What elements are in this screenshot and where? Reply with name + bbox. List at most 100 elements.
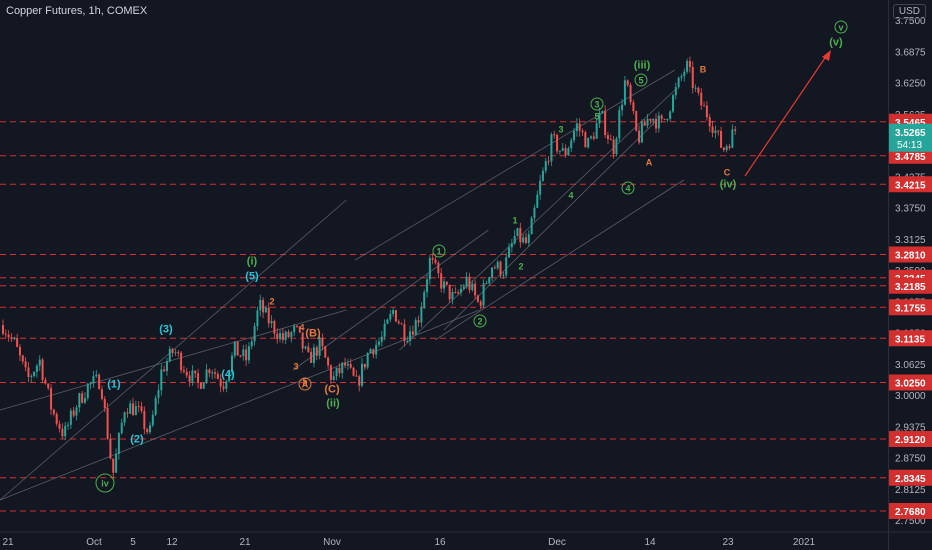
wave-label: (ii) [326, 398, 340, 410]
candle-body [281, 333, 284, 341]
candle-body [420, 307, 423, 323]
candle-body [296, 325, 298, 327]
candle-body [95, 374, 98, 377]
candle-body [383, 323, 386, 337]
candle-body [375, 344, 378, 355]
candle-body [671, 95, 674, 112]
candle-body [573, 131, 576, 141]
candle-body [363, 363, 366, 368]
candle-body [426, 279, 429, 293]
candle-body [233, 341, 236, 356]
candle-body [592, 136, 595, 139]
candle-body [67, 424, 70, 426]
candle-body [598, 112, 601, 124]
candle-body [253, 326, 256, 342]
candle-body [604, 110, 607, 136]
candle-body [657, 115, 660, 129]
wave-circle [298, 377, 312, 391]
candle-body [688, 60, 691, 67]
candle-body [361, 363, 364, 386]
candle-body [41, 359, 44, 380]
wave-label: iv [101, 479, 109, 489]
candle-body [691, 66, 694, 88]
candle-body [228, 372, 231, 382]
wave-label: 3 [558, 125, 563, 135]
time-tick: 21 [239, 537, 251, 548]
axis-separator [888, 0, 889, 550]
wave-circle [834, 20, 848, 34]
wave-label: (4) [221, 369, 235, 381]
candle-body [182, 370, 185, 372]
candle-body [304, 346, 307, 349]
price-tick: 2.8750 [895, 454, 926, 465]
candle-body [18, 346, 21, 356]
price-tick: 3.7500 [895, 16, 926, 27]
candle-body [459, 288, 462, 293]
candle-body [30, 375, 33, 377]
candle-body [705, 105, 708, 118]
candle-body [457, 292, 460, 294]
candle-body [301, 332, 304, 349]
candle-body [479, 301, 482, 306]
candle-body [403, 324, 406, 342]
candle-body [443, 281, 445, 289]
candle-body [697, 87, 700, 93]
candle-body [276, 333, 279, 339]
price-tick: 3.3750 [895, 204, 926, 215]
candle-body [338, 367, 341, 374]
candle-body [465, 276, 468, 287]
candle-body [468, 276, 471, 290]
candle-body [575, 123, 578, 132]
candle-body [694, 87, 697, 89]
candle-body [502, 275, 505, 277]
candle-body [366, 353, 369, 368]
candle-body [321, 337, 324, 347]
level-tag [889, 277, 932, 294]
candle-body [431, 258, 434, 260]
time-tick: 5 [130, 537, 136, 548]
candle-body [547, 161, 550, 163]
candle-body [55, 413, 58, 424]
candle-body [406, 341, 409, 343]
currency-button[interactable]: USD [892, 4, 926, 19]
candle-body [47, 383, 50, 389]
wave-label: 2 [477, 317, 482, 327]
candle-body [476, 295, 479, 302]
candle-body [89, 382, 92, 384]
level-tag-label: 2.9120 [895, 435, 926, 446]
candle-body [335, 367, 338, 377]
channel-lines [0, 69, 684, 501]
candle-body [609, 139, 612, 141]
candle-body [103, 398, 106, 409]
candle-body [27, 367, 30, 377]
wave-label: 5 [594, 112, 599, 122]
candle-body [734, 129, 737, 131]
candle-body [137, 406, 140, 408]
candle-body [626, 80, 629, 86]
wave-label: (1) [107, 379, 121, 391]
level-tag-label: 3.0250 [895, 379, 926, 390]
candle-body [143, 410, 146, 429]
candle-body [632, 102, 635, 112]
time-tick: Dec [548, 537, 566, 548]
candle-body [58, 423, 61, 429]
candle-body [615, 138, 618, 155]
wave-circle [95, 473, 115, 493]
channel-line [399, 89, 676, 351]
candle-body [298, 326, 301, 333]
wave-label: B [700, 65, 707, 75]
candle-body [445, 281, 448, 285]
wave-label: (C) [324, 384, 340, 396]
level-tag-label: 2.7680 [895, 507, 926, 518]
candle-body [279, 333, 282, 339]
candle-body [72, 410, 75, 416]
candle-body [703, 105, 706, 107]
candle-body [242, 349, 245, 357]
wave-label: (B) [305, 328, 321, 340]
wave-label: A [302, 380, 309, 390]
candle-body [98, 374, 101, 390]
candle-body [530, 217, 533, 235]
wave-label: 3 [594, 100, 599, 110]
